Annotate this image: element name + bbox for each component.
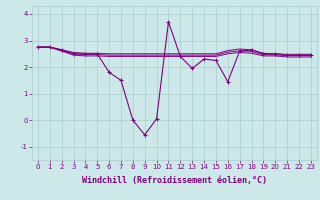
X-axis label: Windchill (Refroidissement éolien,°C): Windchill (Refroidissement éolien,°C)	[82, 176, 267, 185]
